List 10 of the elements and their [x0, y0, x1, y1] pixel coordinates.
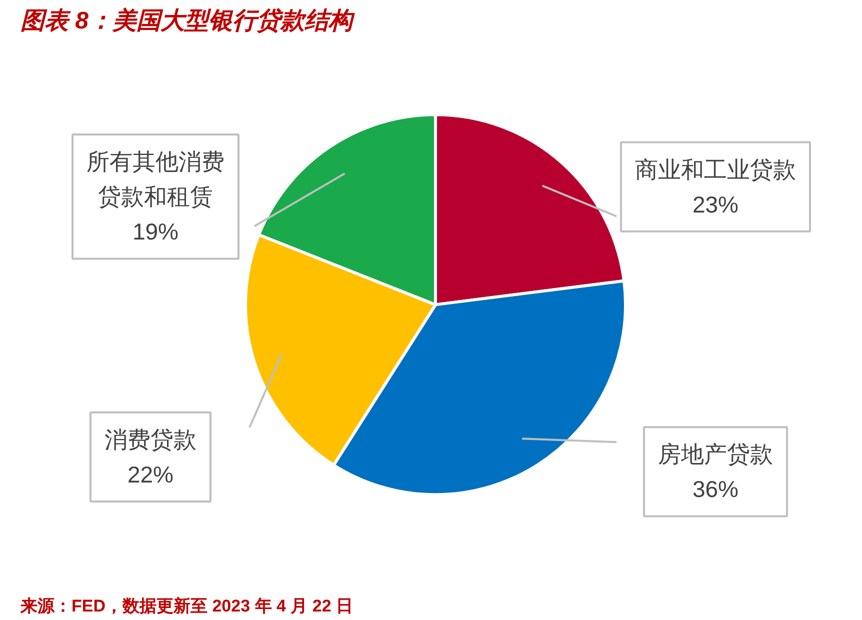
data-label: 23% [692, 191, 739, 218]
source-note: 来源：FED，数据更新至 2023 年 4 月 22 日 [20, 596, 354, 616]
data-label: 36% [692, 476, 739, 502]
data-label: 22% [127, 461, 174, 488]
data-label: 19% [132, 218, 179, 245]
slice-label: 商业和工业贷款 [635, 156, 796, 182]
chart-title: 图表 8：美国大型银行贷款结构 [20, 6, 356, 34]
slice-label: 消费贷款 [104, 426, 196, 452]
slice-label: 所有其他消费贷款和租赁 [86, 148, 224, 210]
slice-label: 房地产贷款 [658, 441, 773, 468]
